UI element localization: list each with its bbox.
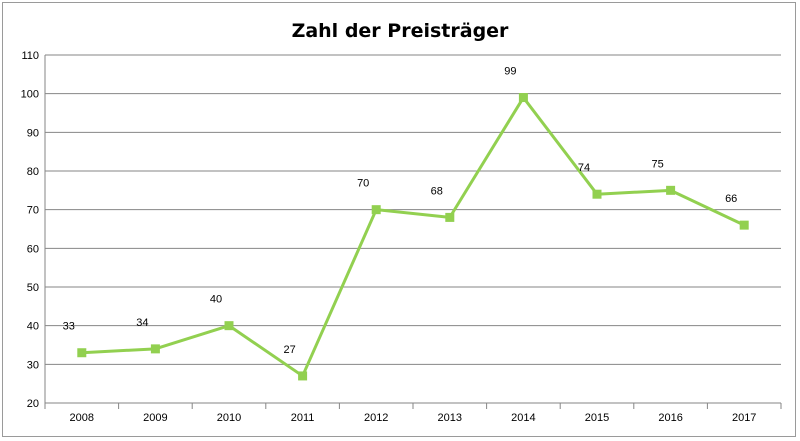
- data-label: 27: [283, 344, 295, 356]
- data-label: 99: [504, 66, 516, 78]
- y-tick-label: 90: [27, 127, 39, 139]
- y-tick-label: 20: [27, 398, 39, 410]
- data-point-marker: [592, 189, 602, 199]
- x-tick-label: 2014: [511, 412, 535, 424]
- x-axis-tick-labels: 2008 2009 2010 2011 2012 2013 2014 2015 2016 2017: [70, 412, 757, 424]
- y-tick-label: 80: [27, 166, 39, 178]
- data-point-marker: [298, 371, 308, 381]
- chart-title: Zahl der Preisträger: [292, 20, 509, 42]
- data-label: 70: [357, 178, 369, 190]
- data-point-marker: [445, 212, 455, 222]
- data-point-marker: [150, 344, 160, 354]
- data-point-marker: [666, 185, 676, 195]
- data-label: 74: [578, 162, 590, 174]
- x-tick-label: 2009: [143, 412, 167, 424]
- y-tick-label: 60: [27, 243, 39, 255]
- x-tick-label: 2008: [70, 412, 94, 424]
- data-point-marker: [77, 348, 87, 358]
- y-tick-label: 110: [21, 50, 39, 62]
- x-tick-label: 2011: [291, 412, 315, 424]
- data-point-marker: [224, 321, 234, 331]
- data-label: 40: [210, 294, 222, 306]
- data-labels: 33 34 40 27 70 68 99 74 75 66: [63, 66, 738, 356]
- data-point-marker: [739, 220, 749, 230]
- y-axis-tick-labels: 20 30 40 50 60 70 80 90 100 110: [21, 50, 39, 410]
- y-tick-label: 50: [27, 282, 39, 294]
- y-tick-label: 100: [21, 89, 39, 101]
- x-tick-label: 2017: [732, 412, 756, 424]
- data-label: 66: [725, 193, 737, 205]
- series-line: [81, 96, 745, 378]
- data-label: 68: [431, 185, 443, 197]
- series: [77, 93, 749, 381]
- y-tick-label: 70: [27, 205, 39, 217]
- x-tick-label: 2015: [585, 412, 609, 424]
- data-point-marker: [371, 205, 381, 215]
- x-tick-label: 2012: [364, 412, 388, 424]
- gridlines: [44, 54, 782, 409]
- x-tick-label: 2013: [438, 412, 462, 424]
- x-tick-label: 2016: [658, 412, 682, 424]
- x-tick-label: 2010: [217, 412, 241, 424]
- data-label: 34: [136, 317, 148, 329]
- y-tick-label: 40: [27, 321, 39, 333]
- y-tick-label: 30: [27, 359, 39, 371]
- data-point-marker: [518, 93, 528, 103]
- data-label: 75: [651, 158, 663, 170]
- data-label: 33: [63, 321, 75, 333]
